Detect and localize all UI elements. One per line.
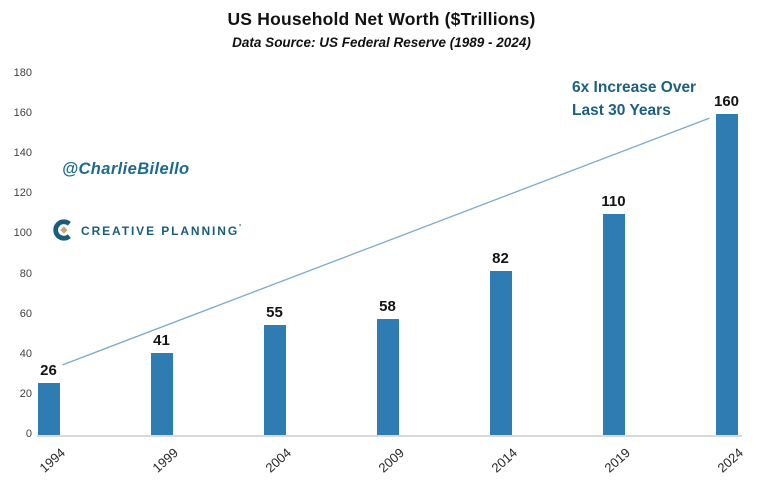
y-axis-tick-label-160: 160 <box>13 107 32 120</box>
x-axis-tick-label-1994: 1994 <box>36 445 68 476</box>
y-axis-tick-label-20: 20 <box>19 387 32 400</box>
trend-annotation-line2: Last 30 Years <box>572 102 671 119</box>
bar-2014 <box>489 270 512 435</box>
chart-subtitle: Data Source: US Federal Reserve (1989 - … <box>232 35 531 50</box>
bar-value-label-2014: 82 <box>492 249 509 267</box>
bar-value-label-2009: 58 <box>379 297 396 315</box>
y-axis-tick-label-40: 40 <box>19 347 32 360</box>
x-axis-tick-label-2014: 2014 <box>488 445 520 476</box>
y-axis-tick-label-180: 180 <box>13 67 32 79</box>
y-axis-tick-label-80: 80 <box>19 267 32 280</box>
x-axis-tick-label-2004: 2004 <box>262 445 294 476</box>
bar-2004 <box>263 324 286 435</box>
y-axis-tick-label-60: 60 <box>19 307 32 320</box>
y-axis-tick-label-100: 100 <box>13 227 32 240</box>
y-axis-tick-label-140: 140 <box>13 147 32 160</box>
y-axis-tick-label-0: 0 <box>25 428 32 440</box>
bar-1994 <box>37 382 60 435</box>
x-axis-tick-label-2019: 2019 <box>601 445 633 476</box>
bar-value-label-1994: 26 <box>40 361 57 379</box>
bar-value-label-1999: 41 <box>153 331 170 349</box>
bar-value-label-2004: 55 <box>266 303 283 321</box>
chart-title: US Household Net Worth ($Trillions) <box>227 9 536 29</box>
x-axis-tick-label-1999: 1999 <box>149 445 181 476</box>
x-axis-line <box>37 435 742 437</box>
bar-value-label-2019: 110 <box>601 193 626 211</box>
y-axis-tick-label-120: 120 <box>13 187 32 200</box>
trend-annotation: 6x Increase Over Last 30 Years <box>572 76 696 122</box>
x-axis-tick-label-2024: 2024 <box>714 445 746 476</box>
bar-2009 <box>376 318 399 435</box>
bar-2024 <box>715 114 738 435</box>
x-axis-tick-label-2009: 2009 <box>375 445 407 476</box>
bar-2019 <box>602 214 625 435</box>
bar-1999 <box>150 352 173 435</box>
bar-value-label-2024: 160 <box>713 93 740 111</box>
trend-annotation-line1: 6x Increase Over <box>572 79 697 96</box>
